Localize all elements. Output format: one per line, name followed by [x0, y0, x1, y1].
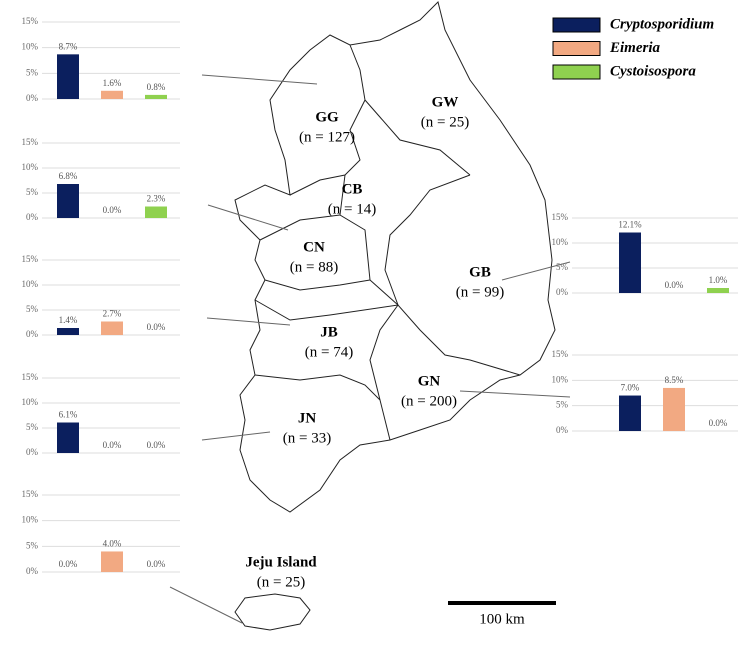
legend-swatch	[552, 17, 601, 33]
value-label: 8.5%	[665, 375, 684, 385]
y-tick-label: 0%	[26, 212, 39, 222]
value-label: 0.0%	[709, 418, 728, 428]
region-count: (n = 25)	[421, 114, 469, 130]
y-tick-label: 10%	[22, 162, 39, 172]
region-name: GW	[432, 94, 459, 110]
legend-label: Cryptosporidium	[610, 16, 714, 32]
value-label: 0.0%	[103, 440, 122, 450]
region-count: (n = 33)	[283, 430, 331, 446]
y-tick-label: 5%	[26, 304, 39, 314]
legend-swatch	[552, 41, 601, 56]
bar	[57, 328, 79, 335]
value-label: 1.4%	[59, 315, 78, 325]
y-tick-label: 10%	[22, 515, 39, 525]
bar	[707, 288, 729, 293]
bar	[57, 54, 79, 99]
y-tick-label: 15%	[22, 489, 39, 499]
y-tick-label: 10%	[552, 237, 569, 247]
y-tick-label: 10%	[552, 374, 569, 384]
region-count: (n = 88)	[290, 259, 338, 275]
region-count: (n = 25)	[257, 574, 305, 590]
leader-lines	[169, 74, 571, 624]
y-tick-label: 0%	[556, 425, 569, 435]
y-tick-label: 0%	[556, 287, 569, 297]
bar	[57, 184, 79, 218]
y-tick-label: 10%	[22, 397, 39, 407]
value-label: 8.7%	[59, 41, 78, 51]
value-label: 2.3%	[147, 194, 166, 204]
bar	[57, 422, 79, 453]
region-name: CN	[303, 239, 325, 255]
y-tick-label: 10%	[22, 42, 39, 52]
bar	[619, 395, 641, 431]
legend-label: Cystoisospora	[610, 63, 696, 79]
value-label: 7.0%	[621, 383, 640, 393]
y-tick-label: 0%	[26, 93, 39, 103]
y-tick-label: 0%	[26, 329, 39, 339]
y-tick-label: 15%	[22, 254, 39, 264]
y-tick-label: 15%	[552, 212, 569, 222]
y-tick-label: 15%	[22, 137, 39, 147]
region-name: GG	[315, 109, 339, 125]
bar	[101, 551, 123, 572]
bar	[663, 387, 685, 431]
region-name: GN	[418, 373, 441, 389]
y-tick-label: 10%	[22, 279, 39, 289]
y-tick-label: 5%	[26, 540, 39, 550]
region-count: (n = 127)	[299, 129, 355, 145]
y-tick-label: 5%	[26, 422, 39, 432]
region-name: CB	[342, 181, 363, 197]
bar	[145, 94, 167, 99]
value-label: 12.1%	[618, 220, 642, 230]
value-label: 0.0%	[103, 205, 122, 215]
value-label: 1.6%	[103, 78, 122, 88]
y-tick-label: 0%	[26, 566, 39, 576]
value-label: 2.7%	[103, 309, 122, 319]
value-label: 6.1%	[59, 410, 78, 420]
y-tick-label: 0%	[26, 447, 39, 457]
map-outline	[234, 1, 556, 631]
value-label: 4.0%	[103, 539, 122, 549]
y-tick-label: 15%	[552, 349, 569, 359]
value-label: 0.8%	[147, 82, 166, 92]
region-count: (n = 99)	[456, 284, 504, 300]
value-label: 0.0%	[147, 322, 166, 332]
bar	[619, 232, 641, 293]
y-tick-label: 5%	[556, 262, 569, 272]
value-label: 0.0%	[147, 440, 166, 450]
region-name: Jeju Island	[245, 554, 317, 570]
region-count: (n = 74)	[305, 344, 353, 360]
bar	[101, 321, 123, 335]
y-tick-label: 5%	[556, 400, 569, 410]
region-name: JN	[298, 410, 317, 426]
bar	[145, 206, 167, 218]
y-tick-label: 15%	[22, 372, 39, 382]
region-name: GB	[469, 264, 491, 280]
region-count: (n = 200)	[401, 393, 457, 409]
value-label: 1.0%	[709, 275, 728, 285]
region-name: JB	[320, 324, 338, 340]
region-count: (n = 14)	[328, 201, 376, 217]
y-tick-label: 15%	[22, 16, 39, 26]
y-tick-label: 5%	[26, 187, 39, 197]
legend-label: Eimeria	[609, 40, 661, 56]
legend-swatch	[552, 64, 601, 80]
value-label: 0.0%	[665, 280, 684, 290]
scale-label: 100 km	[479, 611, 525, 627]
value-label: 6.8%	[59, 171, 78, 181]
bar	[101, 90, 123, 99]
y-tick-label: 5%	[26, 67, 39, 77]
value-label: 0.0%	[59, 559, 78, 569]
value-label: 0.0%	[147, 559, 166, 569]
